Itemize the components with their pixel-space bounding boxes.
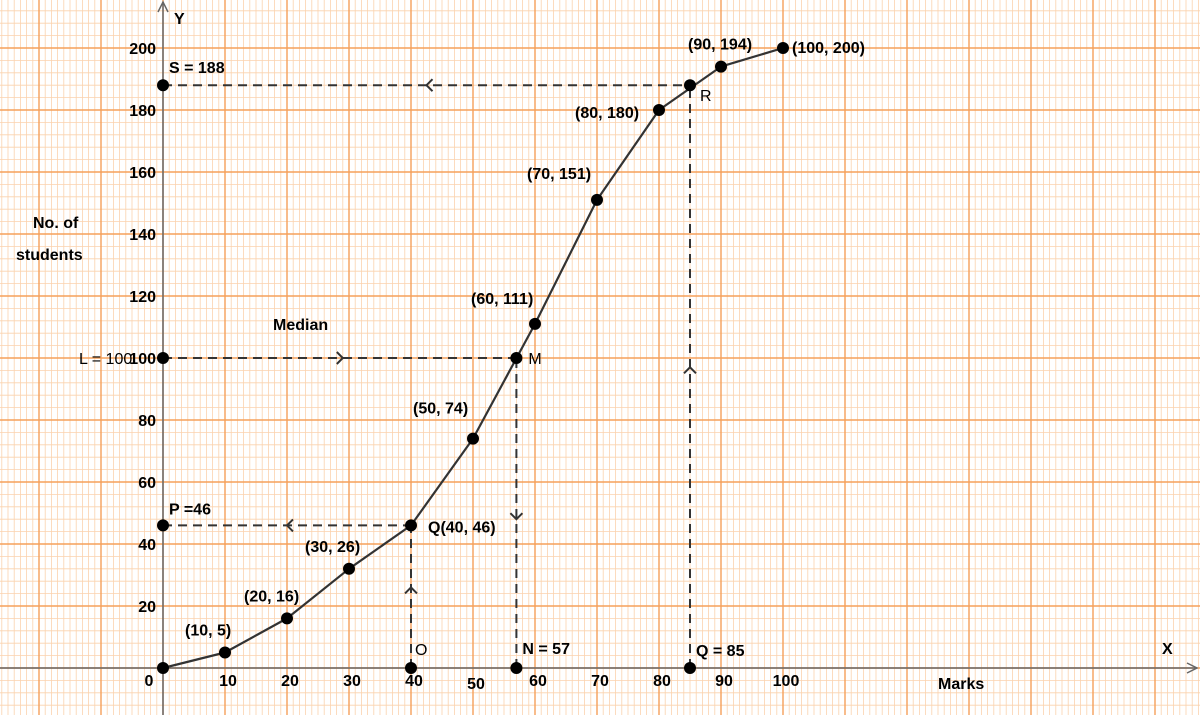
point-label: (80, 180) xyxy=(575,105,639,122)
point-label: (70, 151) xyxy=(527,166,591,183)
data-point xyxy=(467,432,479,445)
data-point xyxy=(405,519,417,532)
y-axis-letter: Y xyxy=(174,11,185,28)
construction-point-m xyxy=(510,352,523,364)
point-label: Q(40, 46) xyxy=(428,519,496,536)
construction-point-r xyxy=(684,79,696,92)
x-tick-label: 100 xyxy=(773,673,800,690)
data-point xyxy=(157,662,169,674)
point-label: (20, 16) xyxy=(244,588,299,605)
construction-point-p xyxy=(157,519,169,532)
x-tick-label: 70 xyxy=(591,673,609,690)
y-axis-arrowhead xyxy=(157,0,169,13)
data-point xyxy=(777,42,789,54)
x-tick-label: 60 xyxy=(529,673,547,690)
data-point xyxy=(281,612,293,625)
construction-point-s xyxy=(157,79,169,92)
arrow-chevron-down xyxy=(509,512,524,521)
y-tick-label: 40 xyxy=(138,537,156,554)
data-point xyxy=(529,317,541,330)
x-tick-labels: 0 10 20 30 40 50 60 70 80 90 100 xyxy=(145,673,800,693)
x-axis-title: Marks xyxy=(938,676,984,693)
construction-label-s: S = 188 xyxy=(169,60,225,77)
arrow-chevron-right xyxy=(336,351,345,365)
arrow-chevron-up xyxy=(404,585,418,595)
data-point xyxy=(591,193,603,206)
data-point xyxy=(715,60,727,73)
y-axis-title-line2: students xyxy=(16,247,83,264)
data-points xyxy=(157,42,789,674)
point-label: (50, 74) xyxy=(413,401,468,418)
y-tick-label: 100 xyxy=(129,351,156,368)
construction-point-l xyxy=(157,352,169,364)
construction-point-q xyxy=(684,662,696,674)
arrow-chevron-left xyxy=(285,518,294,533)
y-tick-label: 20 xyxy=(138,599,156,616)
construction-label-l: L = 100 xyxy=(79,351,132,368)
construction-label-p: P =46 xyxy=(169,501,211,518)
construction-label-m: M xyxy=(528,351,541,368)
x-axis-arrowhead xyxy=(1186,662,1199,674)
construction-label-q: Q = 85 xyxy=(696,643,745,660)
arrow-chevron-left xyxy=(425,78,434,92)
x-tick-label: 90 xyxy=(715,673,733,690)
x-tick-label: 20 xyxy=(281,673,299,690)
y-tick-label: 80 xyxy=(138,413,156,430)
x-axis-letter: X xyxy=(1162,641,1173,658)
y-tick-label: 140 xyxy=(129,227,156,244)
x-tick-label: 40 xyxy=(405,673,423,690)
y-tick-label: 200 xyxy=(129,41,156,58)
x-tick-label: 30 xyxy=(343,673,361,690)
x-tick-label: 80 xyxy=(653,673,671,690)
point-labels: (10, 5) (20, 16) (30, 26) Q(40, 46) (50, 74)… xyxy=(185,37,865,640)
construction-label-r: R xyxy=(700,88,712,105)
data-point xyxy=(219,646,231,659)
x-tick-label: 50 xyxy=(467,676,485,693)
data-point xyxy=(343,562,355,575)
y-tick-label: 120 xyxy=(129,289,156,306)
construction-label-n: N = 57 xyxy=(522,641,570,658)
point-label: (10, 5) xyxy=(185,623,231,640)
point-label: (90, 194) xyxy=(688,37,752,54)
y-axis-title-line1: No. of xyxy=(33,215,79,232)
y-tick-label: 60 xyxy=(138,475,156,492)
y-tick-labels: 20 40 60 80 100 120 140 160 180 200 xyxy=(129,41,156,616)
data-point xyxy=(653,104,665,116)
x-tick-label: 0 xyxy=(145,673,154,690)
y-tick-label: 160 xyxy=(129,165,156,182)
construction-label-o: O xyxy=(415,642,427,659)
median-label: Median xyxy=(273,317,328,334)
construction-points: S = 188 R L = 100 M P =46 O N = 57 Q = 85 xyxy=(79,60,745,674)
construction-point-n xyxy=(510,662,523,674)
point-label: (60, 111) xyxy=(471,291,533,308)
construction-point-o xyxy=(405,662,417,674)
y-tick-label: 180 xyxy=(129,103,156,120)
arrow-chevron-up xyxy=(683,365,697,375)
point-label: (100, 200) xyxy=(792,40,865,57)
point-label: (30, 26) xyxy=(305,539,360,556)
construction-dashed-lines xyxy=(163,78,697,668)
x-tick-label: 10 xyxy=(219,673,237,690)
